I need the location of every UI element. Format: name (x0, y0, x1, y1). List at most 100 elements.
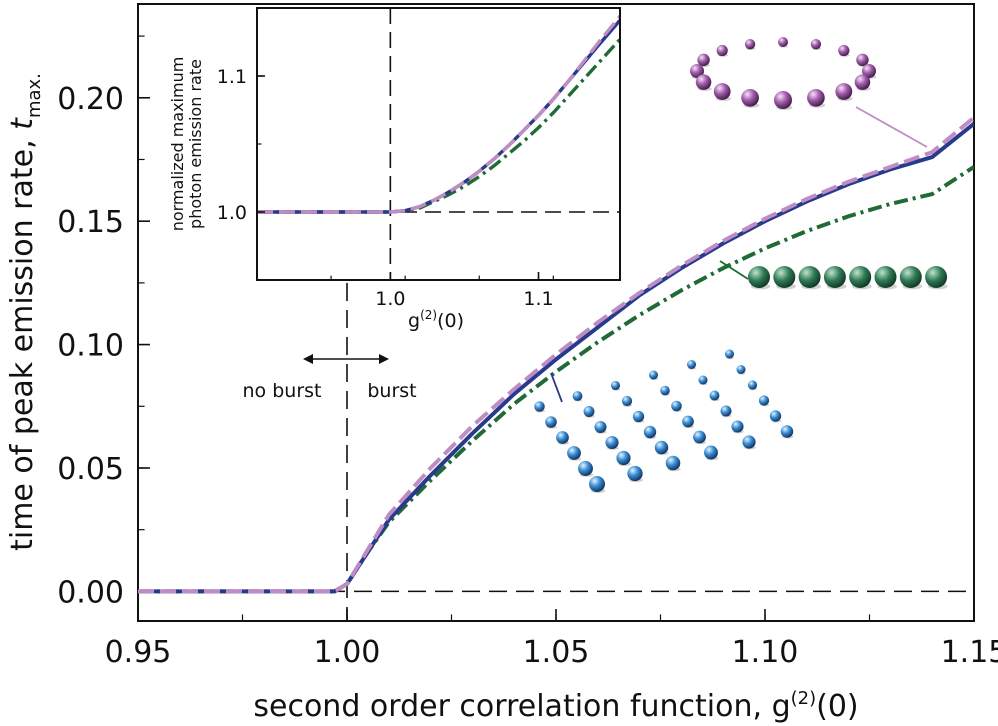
main-series-line-square-lattice (138, 122, 974, 594)
square-lattice-bead-icon (649, 370, 658, 380)
inset-ticks: 1.0 1.1 1.0 1.1 (217, 7, 554, 310)
burst-label: burst (367, 380, 416, 402)
square-lattice-bead-icon (742, 435, 756, 449)
inset-y-tick-label: 1.1 (217, 66, 247, 88)
square-lattice-bead-icon (654, 440, 669, 455)
inset-y-tick-label: 1.0 (217, 202, 247, 224)
square-lattice-bead-icon (632, 410, 645, 423)
square-lattice-bead-icon (725, 349, 734, 359)
main-y-tick-label: 0.00 (57, 575, 124, 610)
chain-bead-icon (925, 266, 948, 288)
main-x-tick-label: 1.05 (523, 635, 590, 670)
ring-bead-icon (835, 83, 853, 100)
main-x-tick-label: 1.00 (314, 635, 381, 670)
ring-bead-icon (695, 74, 712, 90)
square-lattice-bead-icon (567, 446, 581, 460)
inset-y-axis-label-line2: photon emission rate (186, 59, 205, 229)
square-lattice-bead-icon (627, 465, 643, 482)
main-series-line-ring (138, 115, 974, 594)
main-x-tick-label: 0.95 (105, 635, 172, 670)
square-lattice-bead-icon (780, 425, 794, 438)
ring-bead-icon (838, 44, 850, 57)
ring-bead-icon (807, 88, 825, 107)
square-lattice-bead-icon (578, 461, 593, 476)
main-y-tick-label: 0.10 (57, 329, 124, 364)
square-lattice-bead-icon (704, 445, 718, 460)
main-x-tick-label: 1.15 (941, 635, 998, 670)
x-axis-label: second order correlation function, g(2)(… (253, 688, 858, 724)
square-lattice-bead-icon (720, 405, 732, 417)
chain-illustration (748, 266, 948, 290)
square-lattice-bead-icon (747, 380, 758, 390)
square-lattice-bead-icon (610, 380, 621, 391)
square-lattice-bead-icon (758, 395, 770, 406)
square-lattice-bead-icon (687, 360, 696, 369)
square-lattice-bead-icon (556, 431, 569, 444)
square-lattice-bead-icon (660, 385, 670, 396)
square-lattice-bead-icon (643, 425, 657, 439)
square-lattice-bead-icon (589, 476, 605, 492)
ring-pointer-line (855, 106, 928, 148)
y-axis-label: time of peak emission rate, tmax. (5, 73, 45, 551)
chain-bead-icon (798, 266, 821, 288)
square-lattice-bead-icon (665, 455, 681, 471)
ring-bead-icon (810, 39, 822, 50)
burst-annotation: no burst burst (243, 354, 417, 402)
ring-bead-icon (862, 64, 876, 78)
ring-bead-icon (744, 39, 756, 50)
inset-background (257, 8, 620, 280)
square-lattice-bead-icon (736, 365, 746, 374)
main-y-tick-label: 0.15 (57, 205, 124, 240)
inset-series-line-ring (257, 15, 620, 214)
ring-bead-icon (716, 44, 728, 57)
square-lattice-bead-icon (769, 410, 782, 422)
square-lattice-bead-icon (709, 390, 720, 401)
chain-bead-icon (823, 266, 846, 288)
square-lattice-bead-icon (583, 406, 595, 417)
square-lattice-bead-icon (594, 421, 607, 433)
square-pointer-line (550, 372, 563, 403)
square-lattice-illustration (534, 349, 794, 494)
chain-bead-icon (748, 266, 770, 288)
ring-bead-icon (697, 53, 710, 67)
chain-bead-icon (899, 266, 922, 288)
square-lattice-bead-icon (698, 375, 708, 385)
ring-illustration (690, 37, 877, 111)
square-lattice-bead-icon (731, 420, 744, 433)
square-lattice-bead-icon (621, 395, 633, 407)
ring-bead-icon (856, 53, 869, 67)
inset-x-tick-label: 1.1 (523, 288, 553, 310)
inset-x-tick-label: 1.0 (375, 288, 405, 310)
square-lattice-bead-icon (605, 435, 619, 450)
main-y-tick-label: 0.20 (57, 82, 124, 117)
main-series-group (138, 115, 974, 594)
ring-bead-icon (741, 88, 759, 107)
square-lattice-bead-icon (693, 430, 706, 444)
ring-bead-icon (854, 74, 871, 90)
main-y-tick-label: 0.05 (57, 452, 124, 487)
square-lattice-bead-icon (682, 415, 694, 428)
arrowhead-right-icon (379, 354, 389, 364)
ring-bead-icon (690, 64, 704, 78)
square-lattice-bead-icon (616, 450, 631, 466)
square-lattice-bead-icon (545, 416, 557, 428)
chain-bead-icon (773, 266, 796, 288)
inset-y-axis-label-line1: normalized maximum (168, 57, 187, 232)
square-lattice-bead-icon (572, 391, 583, 401)
ring-bead-icon (778, 37, 788, 47)
square-lattice-bead-icon (534, 401, 545, 412)
no-burst-label: no burst (243, 380, 322, 402)
inset-series-group (257, 15, 620, 214)
arrowhead-left-icon (303, 354, 313, 364)
inset-x-axis-label: g(2)(0) (408, 308, 464, 332)
chain-pointer-line (719, 260, 749, 280)
ring-bead-icon (713, 83, 731, 100)
main-ticks: 0.95 1.00 1.05 1.10 1.15 0.00 0.05 0.10 0.15 0.20 (57, 35, 998, 670)
chain-bead-icon (874, 266, 897, 288)
main-x-tick-label: 1.10 (732, 635, 799, 670)
chain-bead-icon (849, 266, 872, 288)
ring-bead-icon (774, 91, 792, 109)
main-reference-lines (138, 283, 974, 621)
square-lattice-bead-icon (671, 400, 682, 412)
